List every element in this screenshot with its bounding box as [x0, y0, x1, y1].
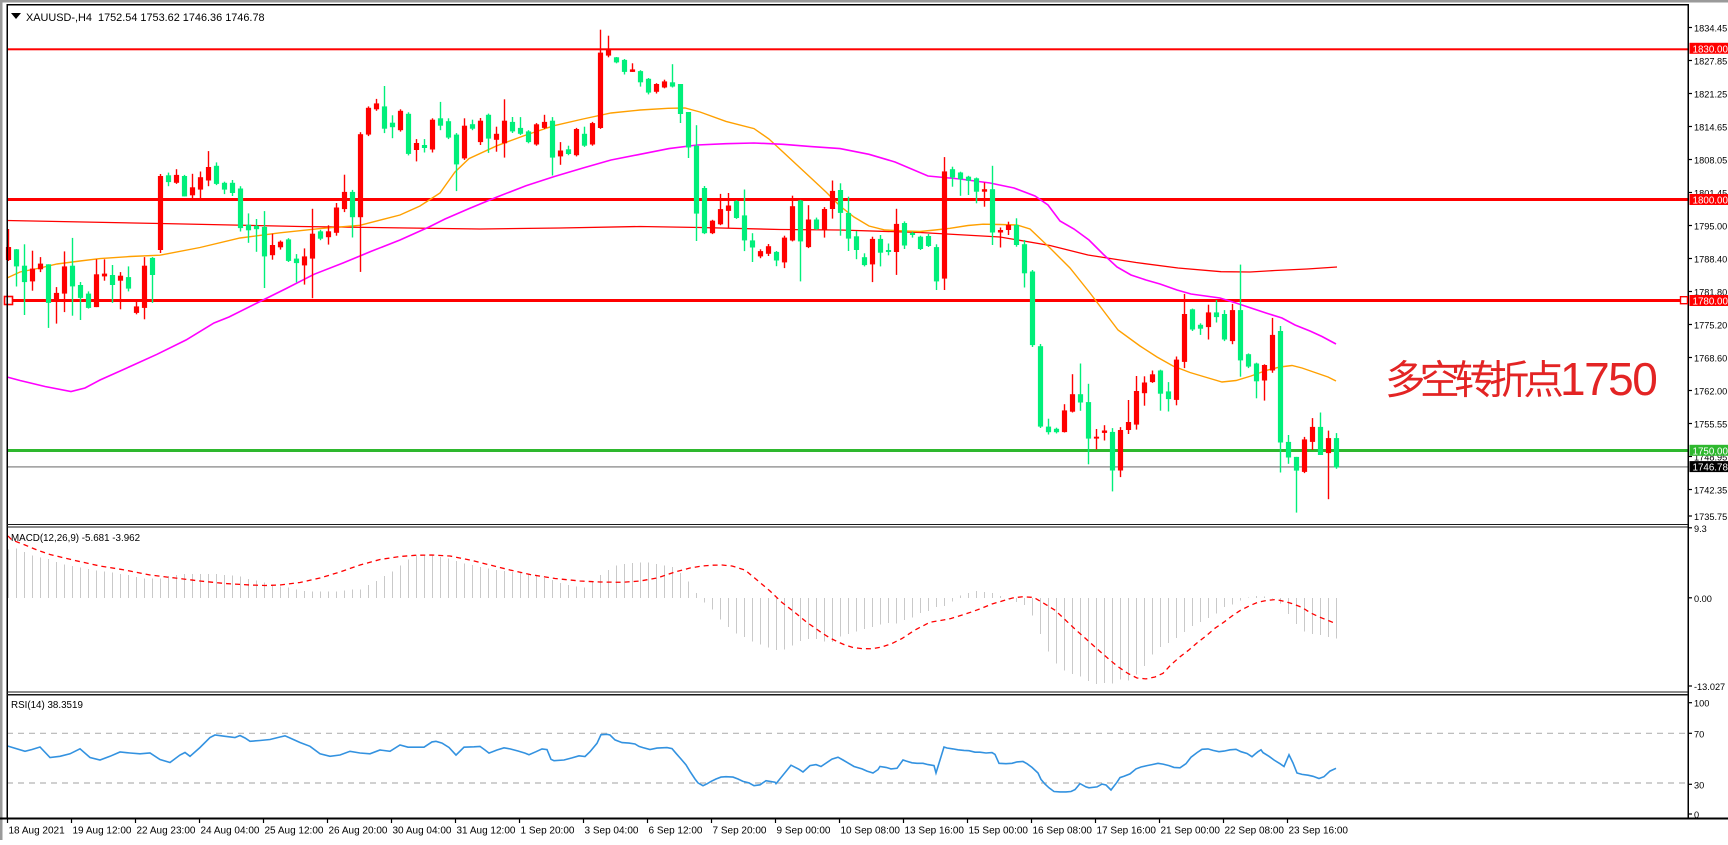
svg-text:31 Aug 12:00: 31 Aug 12:00: [457, 826, 516, 837]
svg-text:1755.55: 1755.55: [1694, 420, 1727, 430]
svg-text:21 Sep 00:00: 21 Sep 00:00: [1161, 826, 1221, 837]
svg-text:19 Aug 12:00: 19 Aug 12:00: [73, 826, 132, 837]
svg-text:6 Sep 12:00: 6 Sep 12:00: [649, 826, 703, 837]
svg-text:1735.75: 1735.75: [1694, 512, 1727, 522]
svg-text:1808.05: 1808.05: [1694, 156, 1727, 166]
svg-text:1768.60: 1768.60: [1694, 354, 1727, 364]
svg-text:RSI(14) 38.3519: RSI(14) 38.3519: [11, 700, 83, 711]
svg-text:1746.78: 1746.78: [1693, 463, 1728, 474]
svg-text:1 Sep 20:00: 1 Sep 20:00: [521, 826, 575, 837]
svg-text:-13.027: -13.027: [1694, 682, 1725, 692]
svg-text:1742.35: 1742.35: [1694, 486, 1727, 496]
svg-text:24 Aug 04:00: 24 Aug 04:00: [201, 826, 260, 837]
svg-text:22 Sep 08:00: 22 Sep 08:00: [1225, 826, 1285, 837]
svg-text:1762.00: 1762.00: [1694, 387, 1727, 397]
svg-text:26 Aug 20:00: 26 Aug 20:00: [329, 826, 388, 837]
svg-text:9 Sep 00:00: 9 Sep 00:00: [777, 826, 831, 837]
svg-text:10 Sep 08:00: 10 Sep 08:00: [841, 826, 901, 837]
svg-text:16 Sep 08:00: 16 Sep 08:00: [1033, 826, 1093, 837]
svg-text:70: 70: [1694, 729, 1704, 739]
svg-text:7 Sep 20:00: 7 Sep 20:00: [713, 826, 767, 837]
svg-text:1795.00: 1795.00: [1694, 222, 1727, 232]
svg-text:1750: 1750: [1560, 353, 1656, 405]
svg-text:1821.25: 1821.25: [1694, 90, 1727, 100]
svg-text:1780.00: 1780.00: [1693, 297, 1728, 308]
svg-text:30 Aug 04:00: 30 Aug 04:00: [393, 826, 452, 837]
svg-text:13 Sep 16:00: 13 Sep 16:00: [905, 826, 965, 837]
svg-text:0.00: 0.00: [1694, 594, 1712, 604]
svg-text:0: 0: [1694, 810, 1699, 820]
svg-text:15 Sep 00:00: 15 Sep 00:00: [969, 826, 1029, 837]
svg-text:XAUUSD-,H4 1752.54 1753.62 17: XAUUSD-,H4 1752.54 1753.62 1746.36 1746.…: [26, 12, 265, 24]
svg-text:25 Aug 12:00: 25 Aug 12:00: [265, 826, 324, 837]
svg-text:23 Sep 16:00: 23 Sep 16:00: [1289, 826, 1349, 837]
svg-text:1800.00: 1800.00: [1693, 196, 1728, 207]
svg-text:3 Sep 04:00: 3 Sep 04:00: [585, 826, 639, 837]
svg-text:18 Aug 2021: 18 Aug 2021: [9, 826, 66, 837]
svg-text:1830.00: 1830.00: [1693, 44, 1728, 55]
svg-text:1834.45: 1834.45: [1694, 24, 1727, 34]
svg-text:MACD(12,26,9) -5.681 -3.962: MACD(12,26,9) -5.681 -3.962: [11, 533, 140, 544]
svg-text:1827.85: 1827.85: [1694, 57, 1727, 67]
svg-text:22 Aug 23:00: 22 Aug 23:00: [137, 826, 196, 837]
svg-text:1788.40: 1788.40: [1694, 255, 1727, 265]
svg-text:1750.00: 1750.00: [1693, 446, 1728, 457]
svg-text:1814.65: 1814.65: [1694, 123, 1727, 133]
svg-text:9.3: 9.3: [1694, 524, 1707, 534]
svg-text:100: 100: [1694, 699, 1709, 709]
svg-text:17 Sep 16:00: 17 Sep 16:00: [1097, 826, 1157, 837]
svg-text:1775.20: 1775.20: [1694, 321, 1727, 331]
svg-text:30: 30: [1694, 780, 1704, 790]
